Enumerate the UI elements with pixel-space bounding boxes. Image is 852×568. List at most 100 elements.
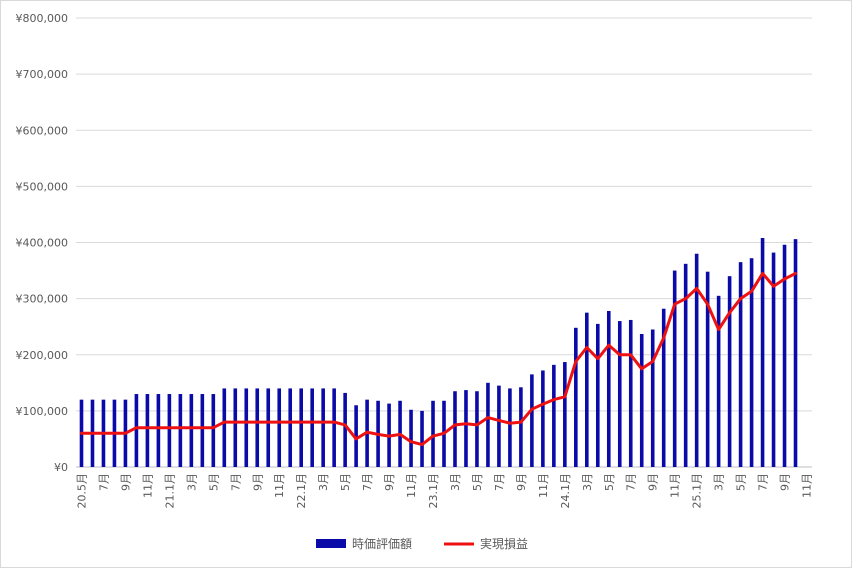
x-tick-label: 5月 — [339, 473, 352, 491]
bar — [628, 319, 633, 467]
x-axis-ticks: 20.5月 7月 9月 11月 21.1月 3月 5月 7月 9月 11月 22.1月 3月 5月 7月 9… — [75, 473, 813, 509]
bar — [595, 323, 600, 467]
bar — [585, 312, 589, 467]
bar — [508, 388, 512, 467]
x-tick-label: 3月 — [185, 473, 198, 491]
bar — [156, 394, 161, 467]
bar — [793, 239, 798, 467]
x-tick-label: 11月 — [273, 473, 286, 498]
bar — [200, 394, 205, 467]
x-tick-label: 7月 — [97, 473, 110, 491]
bar — [716, 295, 721, 467]
y-tick-label: ¥500,000 — [16, 180, 69, 193]
x-tick-label: 9月 — [515, 473, 528, 491]
x-tick-label: 9月 — [251, 473, 264, 491]
bar — [145, 394, 150, 467]
x-tick-label: 9月 — [647, 473, 660, 491]
bar — [749, 258, 754, 467]
legend: 時価評価額 実現損益 — [316, 536, 528, 551]
x-tick-label: 7月 — [361, 473, 374, 491]
x-tick-label: 20.5月 — [75, 473, 88, 509]
bar — [650, 329, 655, 467]
y-tick-label: ¥200,000 — [16, 349, 69, 362]
bar — [563, 362, 567, 467]
x-tick-label: 9月 — [779, 473, 792, 491]
bar — [354, 405, 358, 467]
bar — [464, 390, 468, 467]
bar — [519, 387, 523, 467]
x-tick-label: 5月 — [735, 473, 748, 491]
bar — [453, 391, 457, 467]
bar — [244, 388, 249, 467]
y-tick-label: ¥600,000 — [16, 124, 69, 137]
bar — [211, 394, 216, 467]
bar — [606, 310, 611, 467]
bar — [771, 252, 776, 467]
x-tick-label: 21.1月 — [163, 473, 176, 509]
x-tick-label: 24.1月 — [559, 473, 572, 509]
line-series-path — [80, 271, 797, 447]
bar — [530, 374, 534, 467]
x-tick-label: 5月 — [207, 473, 220, 491]
bar — [661, 308, 666, 467]
bar — [497, 385, 501, 467]
x-tick-label: 3月 — [581, 473, 594, 491]
legend-label-line-series: 実現損益 — [480, 536, 528, 551]
bar — [541, 370, 545, 467]
bar — [409, 409, 413, 467]
gridlines — [76, 17, 812, 468]
x-tick-label: 11月 — [537, 473, 550, 498]
bar — [233, 388, 238, 467]
bar — [266, 388, 271, 467]
bar — [738, 262, 743, 467]
bar — [255, 388, 260, 467]
x-tick-label: 11月 — [141, 473, 154, 498]
bar — [639, 333, 644, 467]
bar — [617, 321, 622, 467]
bar — [343, 392, 347, 467]
y-tick-label: ¥700,000 — [16, 68, 69, 81]
x-tick-label: 5月 — [603, 473, 616, 491]
bar — [705, 271, 710, 467]
x-tick-label: 23.1月 — [427, 473, 440, 509]
bar — [727, 276, 732, 467]
legend-label-bar-series: 時価評価額 — [352, 536, 412, 551]
bar — [683, 263, 688, 467]
bar — [672, 270, 677, 467]
bar — [178, 394, 183, 467]
bar — [321, 388, 325, 467]
y-tick-label: ¥300,000 — [16, 293, 69, 306]
bar — [332, 388, 336, 467]
bar — [431, 400, 435, 467]
x-tick-label: 25.1月 — [691, 473, 704, 509]
x-tick-label: 9月 — [119, 473, 132, 491]
bar — [694, 253, 699, 467]
legend-swatch-bar-series — [316, 539, 346, 548]
bar — [760, 238, 765, 467]
bar — [310, 388, 314, 467]
bar — [486, 382, 490, 467]
x-tick-label: 7月 — [625, 473, 638, 491]
y-tick-label: ¥800,000 — [16, 12, 69, 25]
x-tick-label: 7月 — [493, 473, 506, 491]
bar — [134, 394, 139, 467]
bar — [552, 364, 556, 467]
bar — [167, 394, 172, 467]
bar — [277, 388, 282, 467]
x-tick-label: 7月 — [757, 473, 770, 491]
x-tick-label: 11月 — [405, 473, 418, 498]
x-tick-label: 3月 — [449, 473, 462, 491]
bar — [420, 410, 424, 467]
bar — [288, 388, 293, 467]
x-tick-label: 5月 — [471, 473, 484, 491]
x-tick-label: 11月 — [801, 473, 814, 498]
y-axis-ticks: ¥0 ¥100,000 ¥200,000 ¥300,000 ¥400,000 ¥500,0… — [16, 12, 69, 474]
bar — [222, 388, 227, 467]
x-tick-label: 11月 — [669, 473, 682, 498]
x-tick-label: 9月 — [383, 473, 396, 491]
y-tick-label: ¥100,000 — [16, 405, 69, 418]
y-tick-label: ¥0 — [54, 461, 68, 474]
bar — [574, 327, 578, 467]
